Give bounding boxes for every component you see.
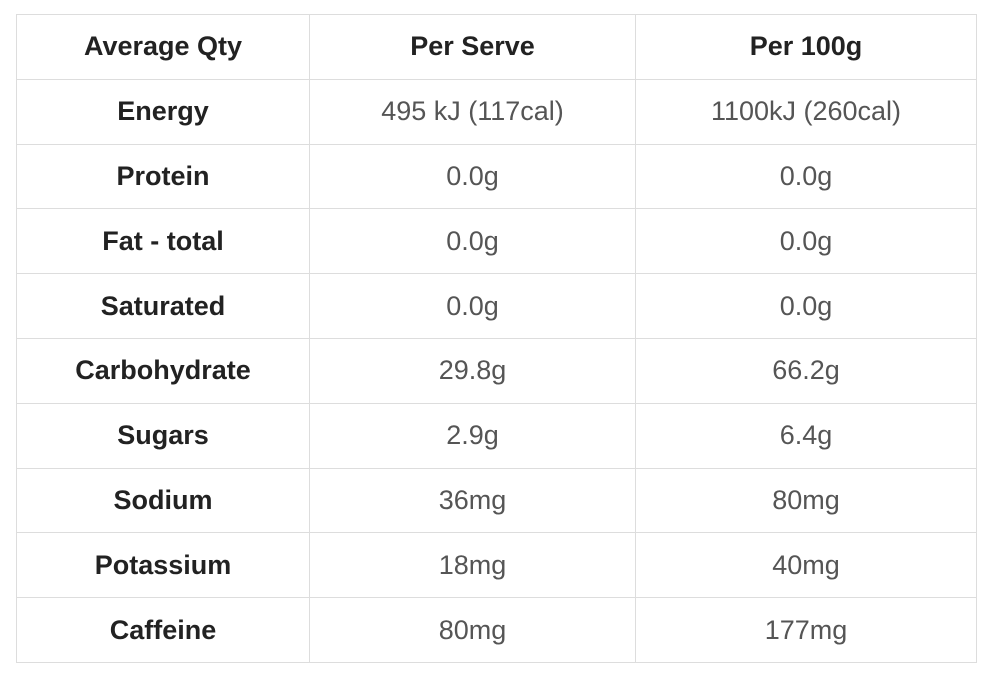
row-label: Carbohydrate bbox=[16, 337, 310, 404]
row-label: Sodium bbox=[16, 467, 310, 534]
header-row: Average Qty Per Serve Per 100g bbox=[16, 14, 977, 80]
header-cell: Per 100g bbox=[635, 14, 977, 80]
table-row: Carbohydrate 29.8g 66.2g bbox=[16, 337, 977, 404]
cell: 80mg bbox=[635, 467, 977, 534]
cell: 40mg bbox=[635, 532, 977, 599]
row-label: Saturated bbox=[16, 273, 310, 339]
cell: 495 kJ (117cal) bbox=[309, 78, 636, 145]
row-label: Protein bbox=[16, 143, 310, 210]
cell: 0.0g bbox=[635, 208, 977, 275]
nutrition-table: Average Qty Per Serve Per 100g Energy 495 k… bbox=[16, 14, 977, 663]
header-cell: Average Qty bbox=[16, 14, 310, 80]
cell: 2.9g bbox=[309, 402, 636, 469]
header-cell: Per Serve bbox=[309, 14, 636, 80]
cell: 177mg bbox=[635, 597, 977, 663]
cell: 0.0g bbox=[309, 143, 636, 210]
table-row: Sodium 36mg 80mg bbox=[16, 467, 977, 534]
cell: 18mg bbox=[309, 532, 636, 599]
table-row: Sugars 2.9g 6.4g bbox=[16, 402, 977, 469]
cell: 36mg bbox=[309, 467, 636, 534]
table-row: Protein 0.0g 0.0g bbox=[16, 143, 977, 210]
table-row: Saturated 0.0g 0.0g bbox=[16, 273, 977, 339]
cell: 66.2g bbox=[635, 337, 977, 404]
cell: 29.8g bbox=[309, 337, 636, 404]
row-label: Energy bbox=[16, 78, 310, 145]
row-label: Potassium bbox=[16, 532, 310, 599]
cell: 0.0g bbox=[635, 273, 977, 339]
table-row: Caffeine 80mg 177mg bbox=[16, 597, 977, 663]
table-row: Potassium 18mg 40mg bbox=[16, 532, 977, 599]
row-label: Sugars bbox=[16, 402, 310, 469]
row-label: Fat - total bbox=[16, 208, 310, 275]
cell: 0.0g bbox=[309, 273, 636, 339]
row-label: Caffeine bbox=[16, 597, 310, 663]
cell: 1100kJ (260cal) bbox=[635, 78, 977, 145]
table-body: Energy 495 kJ (117cal) 1100kJ (260cal) Prot… bbox=[16, 78, 977, 663]
cell: 0.0g bbox=[635, 143, 977, 210]
cell: 80mg bbox=[309, 597, 636, 663]
table-row: Fat - total 0.0g 0.0g bbox=[16, 208, 977, 275]
table-row: Energy 495 kJ (117cal) 1100kJ (260cal) bbox=[16, 78, 977, 145]
cell: 6.4g bbox=[635, 402, 977, 469]
cell: 0.0g bbox=[309, 208, 636, 275]
